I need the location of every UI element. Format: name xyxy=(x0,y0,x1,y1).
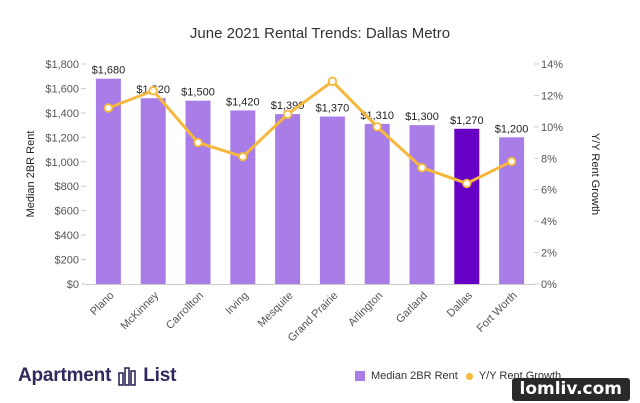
bar-data-label: $1,500 xyxy=(181,87,215,99)
apartment-list-logo-icon xyxy=(118,367,137,386)
y-tick-label-right: 12% xyxy=(541,90,563,102)
y-tick-label-right: 4% xyxy=(541,216,557,228)
x-tick-label: Garland xyxy=(394,290,430,326)
brand-name-second: List xyxy=(143,365,177,386)
bar-data-label: $1,420 xyxy=(226,96,260,108)
y-tick-label-right: 8% xyxy=(541,153,557,165)
y-tick-label-left: $1,200 xyxy=(45,132,79,144)
bar xyxy=(230,110,256,284)
growth-point xyxy=(372,122,382,132)
y-axis-title-left: Median 2BR Rent xyxy=(25,131,37,218)
logo-stroke xyxy=(124,367,131,386)
y-tick-label-right: 2% xyxy=(541,248,557,260)
y-tick-label-right: 10% xyxy=(541,122,563,134)
y-tick-label-right: 6% xyxy=(541,185,557,197)
x-tick-label: Irving xyxy=(223,290,251,318)
bar-data-label: $1,200 xyxy=(495,123,529,135)
x-tick-label: Dallas xyxy=(445,289,475,319)
y-tick-label-left: $1,400 xyxy=(45,108,79,120)
logo-stroke xyxy=(118,372,125,386)
x-tick-label: Fort Worth xyxy=(475,290,520,335)
bar xyxy=(364,123,390,284)
growth-point xyxy=(148,86,158,96)
growth-point xyxy=(506,156,517,167)
x-tick-label: Mesquite xyxy=(256,290,296,330)
bar xyxy=(140,98,166,284)
legend-label-bar: Median 2BR Rent xyxy=(371,370,458,382)
chart-title: June 2021 Rental Trends: Dallas Metro xyxy=(190,25,450,42)
bar xyxy=(409,125,435,284)
y-tick-label-left: $1,800 xyxy=(45,59,79,71)
x-tick-label: Arlington xyxy=(346,290,385,329)
bar-data-label: $1,680 xyxy=(92,65,126,77)
brand-name: Apartment xyxy=(18,365,112,386)
brand-logo: Apartment List xyxy=(18,365,176,387)
growth-point xyxy=(327,76,338,86)
bar xyxy=(454,128,480,284)
bar-data-label: $1,300 xyxy=(405,111,439,123)
watermark: lomliv.com xyxy=(511,378,630,401)
legend-swatch-bar xyxy=(355,371,365,381)
x-tick-label: Carrollton xyxy=(164,290,206,332)
growth-point xyxy=(417,163,427,173)
x-tick-label: McKinney xyxy=(119,289,162,332)
bar xyxy=(185,100,211,285)
y-axis-title-right: Y/Y Rent Growth xyxy=(589,133,601,215)
y-tick-label-left: $0 xyxy=(67,279,79,291)
growth-point xyxy=(238,152,248,162)
growth-point xyxy=(282,109,293,119)
bar xyxy=(95,78,121,285)
y-tick-label-left: $1,000 xyxy=(45,157,79,169)
growth-point xyxy=(462,178,472,189)
y-tick-label-right: 14% xyxy=(541,59,563,71)
bar-data-label: $1,270 xyxy=(450,115,484,127)
logo-stroke xyxy=(130,370,137,386)
y-tick-label-right: 0% xyxy=(541,279,557,291)
y-tick-label-left: $400 xyxy=(55,230,79,242)
bar xyxy=(319,116,345,284)
bar xyxy=(275,114,301,284)
y-tick-label-left: $1,600 xyxy=(45,83,79,95)
bar-data-label: $1,370 xyxy=(316,103,350,115)
y-tick-label-left: $600 xyxy=(55,206,79,218)
growth-point xyxy=(193,137,203,148)
legend-item-bar: Median 2BR Rent xyxy=(355,370,458,382)
legend-swatch-line xyxy=(465,372,473,380)
y-tick-label-left: $200 xyxy=(55,255,79,267)
growth-line xyxy=(107,79,513,185)
x-tick-label: Plano xyxy=(88,290,116,318)
growth-point xyxy=(103,103,114,113)
y-tick-label-left: $800 xyxy=(55,181,79,193)
